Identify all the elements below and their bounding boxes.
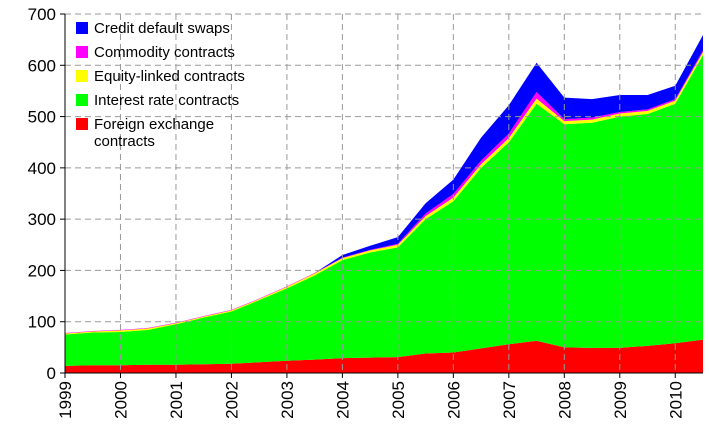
x-tick-label: 2006 [444,381,463,419]
area [65,339,703,373]
legend-swatch [76,22,88,34]
legend-item: Commodity contracts [76,44,254,61]
legend-label: Credit default swaps [94,20,230,37]
legend-label: Interest rate contracts [94,92,240,109]
legend-swatch [76,118,88,130]
legend-item: Interest rate contracts [76,92,254,109]
x-tick-label: 2005 [389,381,408,419]
y-tick-label: 600 [28,56,56,75]
y-tick-label: 300 [28,210,56,229]
legend-swatch [76,46,88,58]
x-tick-label: 1999 [56,381,75,419]
legend-label: Equity-linked contracts [94,68,245,85]
legend-label: Foreign exchange contracts [94,116,215,150]
x-tick-label: 2000 [111,381,130,419]
legend-swatch [76,94,88,106]
legend-item: Equity-linked contracts [76,68,254,85]
area [65,55,703,366]
y-tick-label: 400 [28,159,56,178]
y-tick-label: 100 [28,313,56,332]
x-tick-label: 2009 [611,381,630,419]
x-tick-label: 2002 [222,381,241,419]
legend-label: Commodity contracts [94,44,235,61]
legend-swatch [76,70,88,82]
legend-item: Credit default swaps [76,20,254,37]
x-tick-label: 2008 [555,381,574,419]
x-tick-label: 2004 [333,381,352,419]
y-tick-label: 700 [28,5,56,24]
x-tick-label: 2007 [500,381,519,419]
x-tick-label: 2003 [278,381,297,419]
y-tick-label: 0 [47,364,56,383]
legend-item: Foreign exchange contracts [76,116,254,150]
legend: Credit default swaps Commodity contracts E… [76,20,254,157]
x-tick-label: 2001 [167,381,186,419]
y-tick-label: 500 [28,108,56,127]
y-tick-label: 200 [28,261,56,280]
x-tick-label: 2010 [666,381,685,419]
